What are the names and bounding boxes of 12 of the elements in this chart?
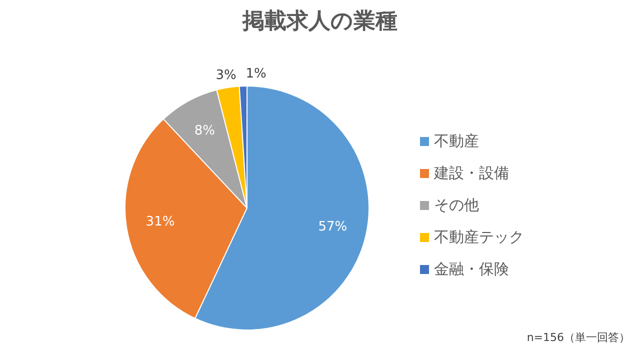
data-label: 3% <box>216 68 236 84</box>
data-label: 57% <box>318 220 348 235</box>
legend-label: 不動産テック <box>434 228 524 246</box>
legend-label: 不動産 <box>434 132 479 150</box>
legend-label: その他 <box>434 196 479 214</box>
data-label: 1% <box>246 66 266 82</box>
chart-title: 掲載求人の業種 <box>242 9 398 34</box>
legend-label: 建設・設備 <box>433 164 509 182</box>
data-label: 8% <box>194 124 215 139</box>
text: n=156（単一回答） <box>526 331 630 344</box>
legend-label: 金融・保険 <box>434 260 509 278</box>
data-label: 31% <box>146 214 175 230</box>
